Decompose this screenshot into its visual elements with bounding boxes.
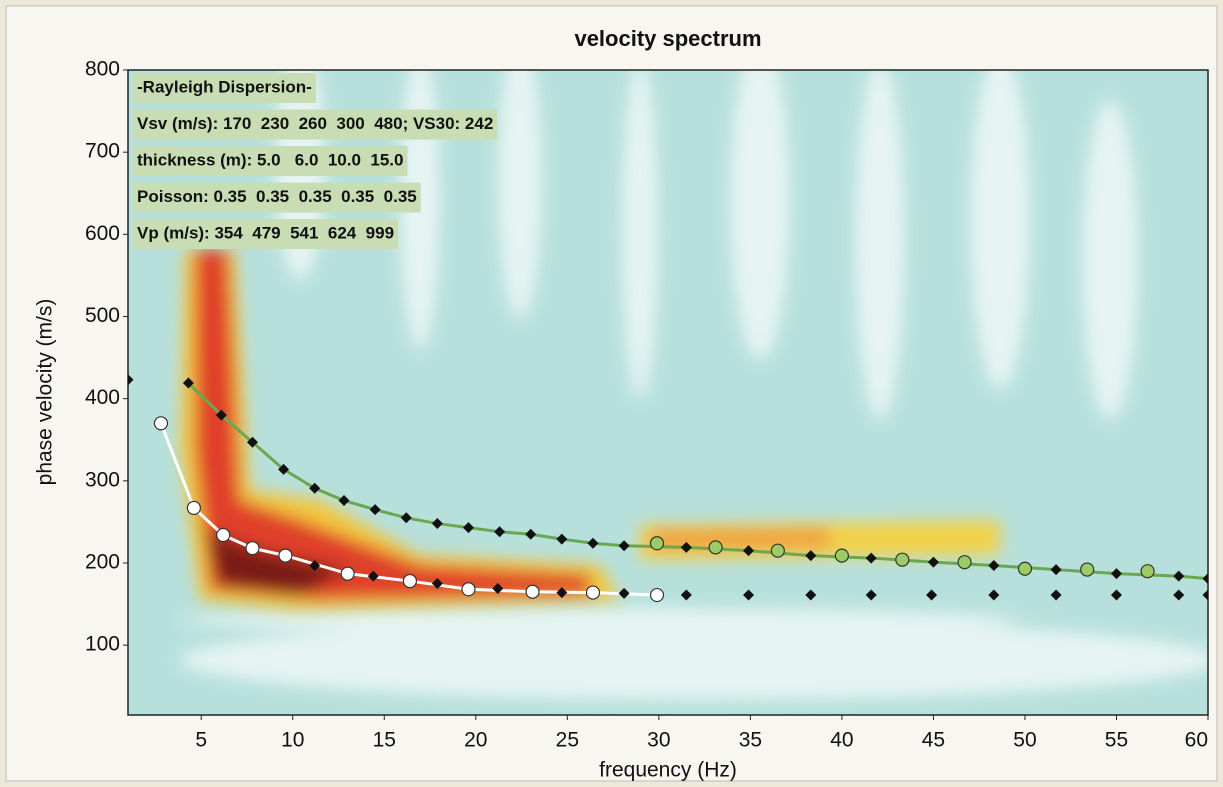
diamond-marker xyxy=(680,589,692,601)
diamond-marker xyxy=(367,570,379,582)
diamond-marker xyxy=(309,482,321,494)
diamond-marker xyxy=(805,589,817,601)
diamond-marker xyxy=(680,541,692,553)
circle-marker xyxy=(895,552,910,567)
y-tick-label: 700 xyxy=(85,140,120,163)
y-tick-label: 100 xyxy=(85,633,120,656)
circle-marker xyxy=(186,500,201,516)
diamond-marker xyxy=(865,552,877,564)
y-tick-label: 200 xyxy=(85,551,120,574)
circle-marker xyxy=(525,584,540,599)
diamond-marker xyxy=(494,526,506,538)
diamond-marker xyxy=(182,377,194,389)
circle-marker xyxy=(1017,561,1033,576)
circle-marker xyxy=(649,587,665,603)
circle-marker xyxy=(585,585,601,600)
diamond-marker xyxy=(492,582,504,594)
diamond-marker xyxy=(1173,570,1185,582)
diamond-marker xyxy=(278,463,290,475)
x-tick-label: 40 xyxy=(830,729,853,752)
y-tick-label: 800 xyxy=(85,58,120,81)
diamond-marker xyxy=(1202,589,1208,601)
annotation-bg xyxy=(133,219,399,249)
circle-marker xyxy=(1080,562,1095,577)
diamond-marker xyxy=(618,587,630,599)
x-tick-label: 60 xyxy=(1185,729,1208,752)
annotation-bg xyxy=(133,109,498,140)
data-layer xyxy=(128,374,1208,603)
annotation: -Rayleigh Dispersion- xyxy=(137,77,312,96)
circle-marker xyxy=(708,540,723,555)
circle-marker xyxy=(402,573,417,589)
diamond-marker xyxy=(556,587,568,599)
annotation-bg xyxy=(133,182,421,213)
diamond-marker xyxy=(865,589,877,601)
diamond-marker xyxy=(743,589,755,601)
x-tick-label: 25 xyxy=(556,729,579,752)
y-tick-label: 500 xyxy=(85,304,120,327)
y-tick-label: 400 xyxy=(85,386,120,409)
diamond-marker xyxy=(128,374,134,386)
diamond-marker xyxy=(743,545,755,557)
circle-marker xyxy=(957,555,972,570)
diamond-marker xyxy=(1110,568,1122,580)
annotation-bg xyxy=(133,73,316,103)
circle-marker xyxy=(834,548,849,563)
diamond-marker xyxy=(927,556,939,568)
x-tick-label: 15 xyxy=(373,729,396,752)
x-tick-label: 50 xyxy=(1013,729,1036,752)
circle-marker xyxy=(1140,564,1155,579)
annotation-bg xyxy=(133,146,408,176)
diamond-marker xyxy=(525,528,537,540)
diamond-marker xyxy=(1202,573,1208,585)
diamond-marker xyxy=(1050,564,1062,576)
diamond-marker xyxy=(338,495,350,507)
diamond-marker xyxy=(400,512,412,524)
x-tick-label: 55 xyxy=(1105,729,1128,752)
annotation: Vsv (m/s): 170 230 260 300 480; VS30: 24… xyxy=(137,114,493,133)
x-axis-label: frequency (Hz) xyxy=(599,759,737,782)
diamond-marker xyxy=(926,589,938,601)
x-tick-label: 5 xyxy=(195,729,207,752)
x-tick-label: 45 xyxy=(922,729,945,752)
circle-marker xyxy=(461,582,476,597)
diamond-marker xyxy=(988,589,1000,601)
circle-marker xyxy=(770,543,785,558)
circle-marker xyxy=(278,548,293,563)
diamond-marker xyxy=(805,550,817,562)
diamond-marker xyxy=(215,409,227,421)
diamond-marker xyxy=(587,537,599,549)
diamond-marker xyxy=(431,518,443,530)
diamond-marker xyxy=(369,504,381,516)
diamond-marker xyxy=(462,522,474,534)
x-tick-label: 10 xyxy=(281,729,304,752)
diamond-marker xyxy=(618,540,630,552)
y-tick-label: 600 xyxy=(85,222,120,245)
annotation: Vp (m/s): 354 479 541 624 999 xyxy=(137,223,394,242)
diamond-marker xyxy=(431,578,443,590)
diamond-marker xyxy=(1050,589,1062,601)
y-axis-label: phase velocity (m/s) xyxy=(34,299,57,486)
diamond-marker xyxy=(1173,589,1185,601)
spectrum xyxy=(128,70,1208,715)
chart-title: velocity spectrum xyxy=(574,26,761,51)
circle-marker xyxy=(245,541,260,556)
diamond-marker xyxy=(1110,589,1122,601)
x-tick-label: 35 xyxy=(739,729,762,752)
circle-marker xyxy=(649,536,665,551)
x-tick-label: 20 xyxy=(464,729,487,752)
annotation: Poisson: 0.35 0.35 0.35 0.35 0.35 xyxy=(137,187,417,206)
diamond-marker xyxy=(556,533,568,545)
circle-marker xyxy=(216,527,231,543)
diamond-marker xyxy=(246,436,258,448)
annotation: thickness (m): 5.0 6.0 10.0 15.0 xyxy=(137,150,403,169)
diamond-marker xyxy=(309,559,321,571)
circle-marker xyxy=(340,566,355,581)
plot-frame xyxy=(127,69,1209,716)
y-tick-label: 300 xyxy=(85,468,120,491)
diamond-marker xyxy=(988,559,1000,571)
circle-marker xyxy=(153,416,169,431)
x-tick-label: 30 xyxy=(647,729,670,752)
